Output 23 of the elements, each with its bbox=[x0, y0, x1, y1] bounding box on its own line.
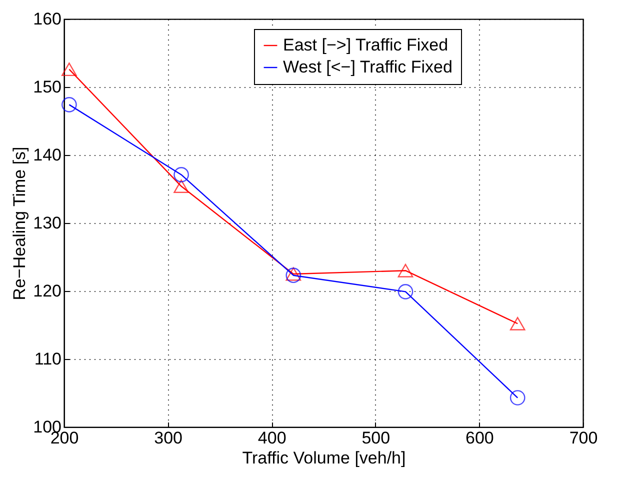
y-tick-label: 110 bbox=[34, 350, 62, 368]
x-tick-label: 700 bbox=[569, 428, 598, 448]
legend-label: West [<−] Traffic Fixed bbox=[283, 58, 452, 76]
point bbox=[62, 97, 77, 112]
y-axis-title: Re−Healing Time [s] bbox=[10, 146, 30, 300]
point bbox=[174, 167, 189, 182]
x-tick-label: 400 bbox=[258, 428, 286, 448]
point bbox=[398, 264, 414, 278]
point bbox=[398, 284, 414, 300]
legend-label: East [−>] Traffic Fixed bbox=[283, 36, 448, 54]
point bbox=[510, 316, 526, 330]
point bbox=[174, 180, 189, 194]
x-tick-label: 500 bbox=[362, 428, 390, 448]
y-tick-label: 150 bbox=[33, 78, 62, 96]
x-tick-label: 300 bbox=[154, 428, 182, 448]
x-axis-title: Traffic Volume [veh/h] bbox=[242, 448, 406, 468]
y-tick-label: 140 bbox=[33, 146, 62, 164]
y-tick-label: 120 bbox=[33, 282, 62, 300]
point bbox=[510, 390, 526, 406]
y-tick-label: 160 bbox=[33, 10, 62, 28]
x-tick-label: 600 bbox=[466, 428, 494, 448]
y-tick-label: 130 bbox=[33, 214, 62, 232]
point bbox=[62, 62, 77, 76]
